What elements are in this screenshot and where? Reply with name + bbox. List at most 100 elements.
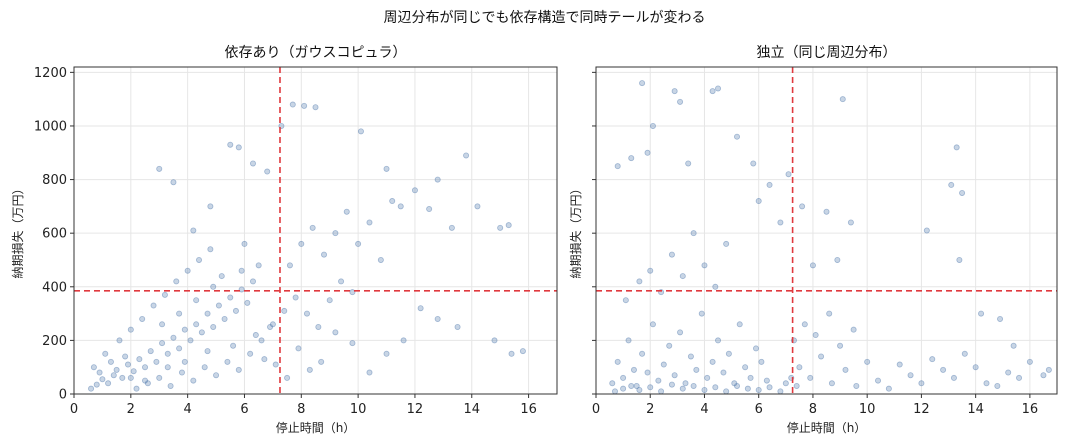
data-point (885, 385, 892, 392)
data-point (196, 256, 203, 263)
data-point (978, 310, 985, 317)
data-point (90, 364, 97, 371)
data-point (842, 366, 849, 373)
data-point (636, 278, 643, 285)
data-point (677, 98, 684, 105)
panel-title: 依存あり（ガウスコピュラ） (225, 45, 407, 61)
data-point (448, 224, 455, 231)
data-point (207, 246, 214, 253)
data-point (959, 189, 966, 196)
data-point (725, 350, 732, 357)
data-point (668, 251, 675, 258)
data-point (763, 377, 770, 384)
data-point (383, 350, 390, 357)
data-point (338, 278, 345, 285)
data-point (809, 262, 816, 269)
data-point (620, 385, 627, 392)
data-point (758, 358, 765, 365)
x-axis-label: 停止時間（h） (276, 420, 356, 435)
data-point (312, 104, 319, 111)
data-point (853, 382, 860, 389)
data-point (620, 374, 627, 381)
data-point (628, 382, 635, 389)
data-point (731, 380, 738, 387)
data-point (284, 374, 291, 381)
data-point (750, 160, 757, 167)
data-point (142, 377, 149, 384)
data-point (896, 361, 903, 368)
data-point (136, 356, 143, 363)
data-point (315, 323, 322, 330)
data-point (164, 350, 171, 357)
data-point (366, 369, 373, 376)
data-point (812, 332, 819, 339)
data-point (644, 149, 651, 156)
data-point (230, 342, 237, 349)
data-point (124, 361, 131, 368)
data-point (107, 358, 114, 365)
data-point (698, 310, 705, 317)
data-point (377, 256, 384, 263)
data-point (649, 321, 656, 328)
data-point (170, 334, 177, 341)
data-point (875, 377, 882, 384)
data-point (983, 380, 990, 387)
data-point (766, 384, 773, 391)
data-point (306, 366, 313, 373)
data-point (167, 382, 174, 389)
data-point (609, 380, 616, 387)
data-point (150, 302, 157, 309)
data-point (671, 88, 678, 95)
data-point (190, 377, 197, 384)
panel-title: 独立（同じ周辺分布） (757, 45, 897, 61)
x-tick-label: 10 (859, 402, 876, 417)
data-point (224, 358, 231, 365)
y-axis-label: 納期損失（万円） (568, 182, 583, 278)
data-point (1040, 372, 1047, 379)
axes-frame (73, 66, 558, 395)
data-point (907, 372, 914, 379)
data-point (994, 382, 1001, 389)
data-point (709, 88, 716, 95)
data-point (238, 286, 245, 293)
data-point (170, 179, 177, 186)
data-point (221, 315, 228, 322)
x-tick-label: 16 (520, 402, 537, 417)
data-point (742, 364, 749, 371)
data-point (693, 366, 700, 373)
data-point (235, 366, 242, 373)
data-point (332, 230, 339, 237)
data-point (133, 385, 140, 392)
data-point (147, 348, 154, 355)
y-axis-label: 納期損失（万円） (10, 182, 25, 278)
y-tick-label: 600 (42, 227, 67, 242)
data-point (295, 345, 302, 352)
data-point (834, 256, 841, 263)
data-point (193, 321, 200, 328)
x-tick-label: 4 (700, 402, 708, 417)
data-point (704, 374, 711, 381)
data-point (127, 326, 134, 333)
data-point (747, 374, 754, 381)
data-point (690, 230, 697, 237)
data-point (261, 356, 268, 363)
data-point (508, 350, 515, 357)
data-point (463, 152, 470, 159)
data-point (397, 203, 404, 210)
data-point (660, 361, 667, 368)
x-tick-label: 14 (463, 402, 480, 417)
data-point (799, 203, 806, 210)
y-tick-label: 0 (59, 388, 67, 403)
data-point (715, 337, 722, 344)
data-point (807, 374, 814, 381)
data-point (176, 345, 183, 352)
data-point (956, 256, 963, 263)
data-point (332, 329, 339, 336)
data-point (837, 342, 844, 349)
y-tick-label: 800 (42, 173, 67, 188)
data-point (173, 278, 180, 285)
data-point (122, 353, 129, 360)
data-point (1016, 374, 1023, 381)
data-point (426, 206, 433, 213)
